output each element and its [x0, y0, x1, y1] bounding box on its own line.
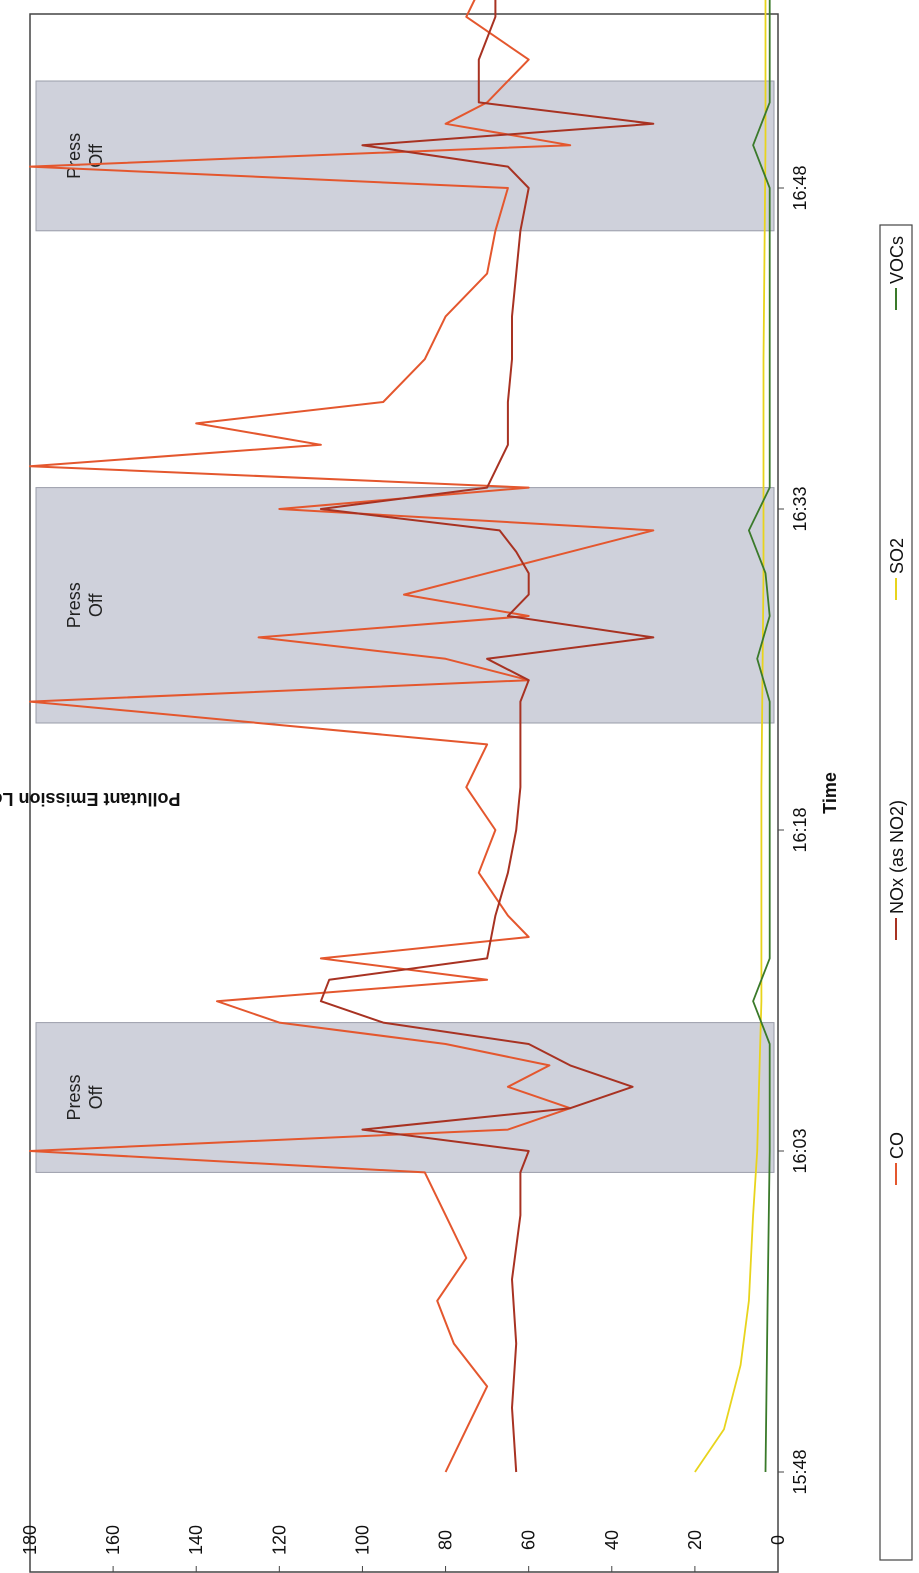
y-tick-label-80: 80 [436, 1530, 456, 1550]
x-tick-label-1633: 16:33 [790, 486, 810, 531]
press-off-label-1-2: Off [86, 1085, 106, 1110]
y-tick-label-160: 160 [103, 1525, 123, 1555]
series-line-vocs [748, 0, 771, 1473]
legend-label-1: CO [887, 1132, 907, 1159]
y-tick-label-120: 120 [269, 1525, 289, 1555]
series-layer [29, 0, 771, 1473]
x-tick-label-1648: 16:48 [790, 165, 810, 210]
legend-frame [879, 224, 913, 1561]
series-line-co [29, 0, 655, 1473]
y-axis-title: Pollutant Emission Level (mg/Nm3) [0, 789, 181, 809]
y-tick-label-40: 40 [602, 1530, 622, 1550]
legend-label-3: SO2 [887, 538, 907, 574]
series-line-so2 [694, 0, 767, 1473]
press-off-label-3-1: Press [64, 133, 84, 179]
y-tick-label-180: 180 [20, 1525, 40, 1555]
x-tick-label-1618: 16:18 [790, 807, 810, 852]
press-off-band-3 [35, 80, 775, 232]
press-off-label-2-2: Off [86, 592, 106, 617]
x-axis-title: Time [820, 772, 840, 814]
y-tick-label-140: 140 [186, 1525, 206, 1555]
legend-label-4: VOCs [887, 236, 907, 284]
y-axis: 0 20 40 60 80 100 120 140 160 180 [20, 1525, 788, 1572]
press-off-band-1 [35, 1022, 775, 1173]
plot-frame [29, 13, 779, 1573]
y-tick-label-100: 100 [352, 1525, 372, 1555]
press-off-label-2-1: Press [64, 582, 84, 628]
press-off-label-3-2: Off [86, 143, 106, 168]
x-tick-label-1548: 15:48 [790, 1449, 810, 1494]
x-tick-label-1603: 16:03 [790, 1128, 810, 1173]
series-line-nox-as-no2- [319, 0, 655, 1473]
press-off-label-1-1: Press [64, 1074, 84, 1120]
press-off-band-2 [35, 487, 775, 724]
legend-label-2: NOx (as NO2) [887, 800, 907, 914]
y-tick-label-60: 60 [519, 1530, 539, 1550]
legend: CO NOx (as NO2) SO2 VOCs [879, 224, 913, 1561]
y-tick-label-0: 0 [768, 1535, 788, 1545]
y-tick-label-20: 20 [685, 1530, 705, 1550]
